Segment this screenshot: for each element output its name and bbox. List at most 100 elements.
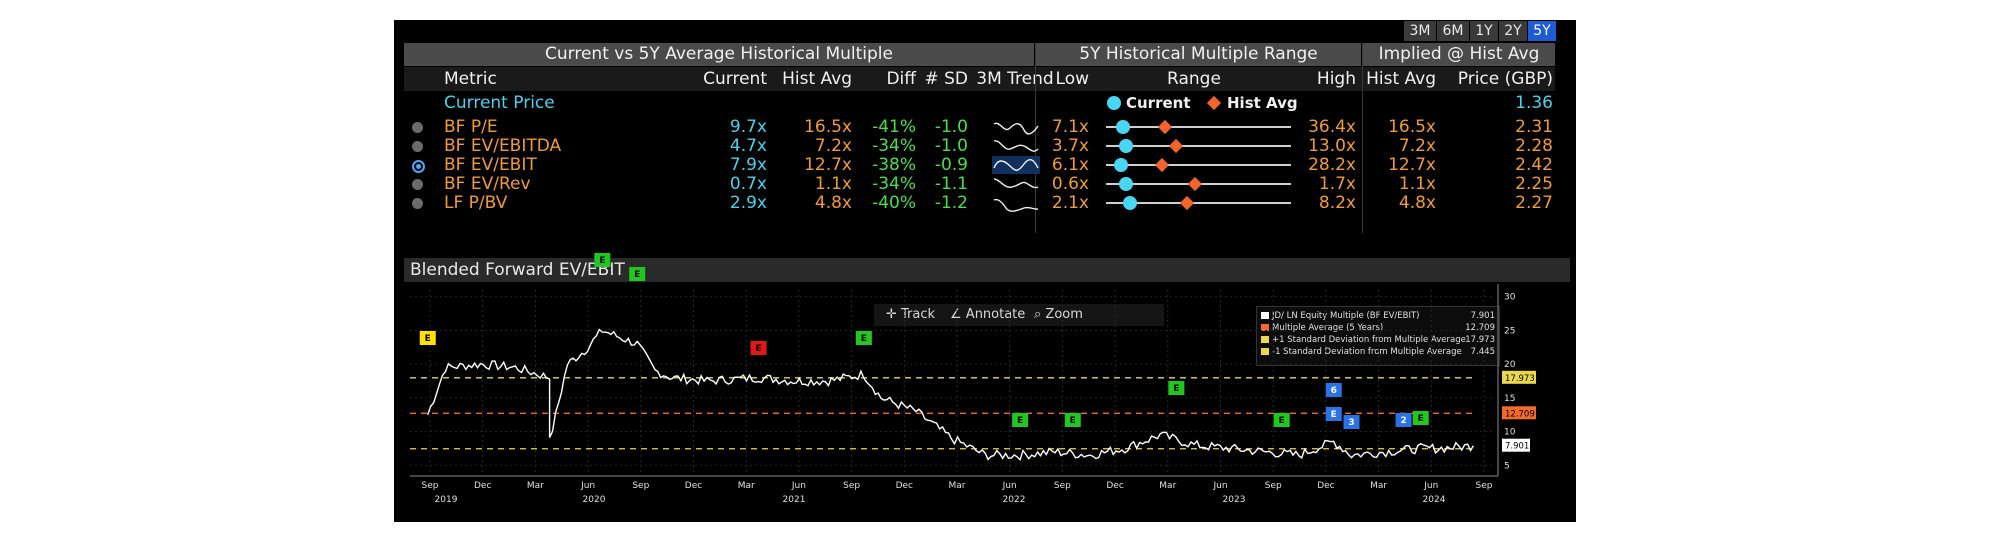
legend-label: JD/ LN Equity Multiple (BF EV/EBIT) <box>1272 311 1420 321</box>
row-select-radio[interactable] <box>412 122 423 133</box>
current-marker <box>1119 177 1134 191</box>
separator <box>1362 43 1363 233</box>
sd-value: -1.0 <box>934 136 968 156</box>
range-button-5y[interactable]: 5Y <box>1528 21 1556 41</box>
implied-hist-avg: 16.5x <box>1388 117 1436 137</box>
legend-item: -1 Standard Deviation from Multiple Aver… <box>1261 347 1462 357</box>
annotate-tool[interactable]: ∠ Annotate <box>950 306 1025 324</box>
metric-name: LF P/BV <box>444 193 508 213</box>
legend-swatch <box>1261 348 1269 355</box>
range-button-3m[interactable]: 3M <box>1404 21 1436 41</box>
trend-sparkline <box>992 156 1040 174</box>
sd-value: -1.0 <box>934 117 968 137</box>
current-price-value: 1.36 <box>1515 93 1553 113</box>
range-line <box>1106 145 1291 147</box>
legend-label: Multiple Average (5 Years) <box>1272 323 1384 333</box>
track-tool[interactable]: ✛ Track <box>886 306 935 324</box>
range-button-6m[interactable]: 6M <box>1437 21 1469 41</box>
legend-swatch <box>1261 324 1269 331</box>
diff-percent: -38% <box>872 155 916 175</box>
current-multiple: 2.9x <box>729 193 767 213</box>
implied-price: 2.27 <box>1515 193 1553 213</box>
valuation-panel: 3M 6M 1Y 2Y 5Y Current vs 5Y Average His… <box>394 20 1576 522</box>
zoom-tool[interactable]: ⌕ Zoom <box>1034 306 1083 324</box>
current-marker <box>1119 139 1134 153</box>
implied-hist-avg: 7.2x <box>1398 136 1436 156</box>
range-line <box>1106 126 1291 128</box>
hist-avg-multiple: 4.8x <box>814 193 852 213</box>
col-trend: 3M Trend <box>976 69 1054 89</box>
diff-percent: -34% <box>872 136 916 156</box>
diff-percent: -41% <box>872 117 916 137</box>
hist-avg-multiple: 12.7x <box>804 155 852 175</box>
sd-value: -0.9 <box>934 155 968 175</box>
range-button-1y[interactable]: 1Y <box>1470 21 1498 41</box>
chart-title: Blended Forward EV/EBIT <box>404 258 1570 282</box>
col-hist-avg: Hist Avg <box>782 69 852 89</box>
legend-item: +1 Standard Deviation from Multiple Aver… <box>1261 335 1466 345</box>
low-multiple: 3.7x <box>1051 136 1089 156</box>
low-multiple: 7.1x <box>1051 117 1089 137</box>
low-multiple: 2.1x <box>1051 193 1089 213</box>
implied-price: 2.42 <box>1515 155 1553 175</box>
row-select-radio[interactable] <box>412 141 423 152</box>
current-marker <box>1115 120 1130 134</box>
hist-avg-legend-label: Hist Avg <box>1227 94 1298 112</box>
diff-percent: -40% <box>872 193 916 213</box>
crosshair-icon: ✛ <box>886 307 902 322</box>
col-diff: Diff <box>886 69 916 89</box>
current-multiple: 9.7x <box>729 117 767 137</box>
metric-name: BF EV/Rev <box>444 174 531 194</box>
col-metric: Metric <box>444 69 497 89</box>
current-marker <box>1113 158 1128 172</box>
legend-label: +1 Standard Deviation from Multiple Aver… <box>1272 335 1466 345</box>
legend-item: JD/ LN Equity Multiple (BF EV/EBIT) <box>1261 311 1419 321</box>
current-multiple: 7.9x <box>729 155 767 175</box>
current-multiple: 4.7x <box>729 136 767 156</box>
current-legend-label: Current <box>1126 94 1191 112</box>
col-low: Low <box>1055 69 1089 89</box>
implied-price: 2.28 <box>1515 136 1553 156</box>
range-line <box>1106 164 1291 166</box>
row-select-radio[interactable] <box>412 179 423 190</box>
low-multiple: 0.6x <box>1051 174 1089 194</box>
hist-avg-multiple: 1.1x <box>814 174 852 194</box>
metric-name: BF P/E <box>444 117 498 137</box>
high-multiple: 13.0x <box>1308 136 1356 156</box>
chart-legend: JD/ LN Equity Multiple (BF EV/EBIT) 7.901… <box>1256 306 1500 366</box>
separator <box>1035 43 1036 233</box>
col-high: High <box>1316 69 1356 89</box>
hist-avg-marker <box>1180 195 1195 211</box>
header-current-vs-avg: Current vs 5Y Average Historical Multipl… <box>404 43 1034 66</box>
low-multiple: 6.1x <box>1051 155 1089 175</box>
hist-avg-marker <box>1187 176 1202 192</box>
high-multiple: 8.2x <box>1318 193 1356 213</box>
track-label: Track <box>901 307 936 322</box>
hist-avg-marker <box>1154 157 1169 173</box>
sd-value: -1.1 <box>934 174 968 194</box>
hist-avg-marker <box>1169 138 1184 154</box>
annotate-label: Annotate <box>965 307 1026 322</box>
range-button-2y[interactable]: 2Y <box>1499 21 1527 41</box>
legend-swatch <box>1261 336 1269 343</box>
metric-name: BF EV/EBITDA <box>444 136 562 156</box>
trend-sparkline <box>993 140 1039 152</box>
row-select-radio[interactable] <box>412 160 425 173</box>
range-line <box>1106 202 1291 204</box>
legend-value: 7.901 <box>1470 311 1495 321</box>
high-multiple: 36.4x <box>1308 117 1356 137</box>
header-range: 5Y Historical Multiple Range <box>1036 43 1361 66</box>
high-multiple: 28.2x <box>1308 155 1356 175</box>
hist-avg-marker <box>1158 119 1173 135</box>
legend-value: 7.445 <box>1470 347 1495 357</box>
col-current: Current <box>703 69 767 89</box>
col-range: Range <box>1167 69 1221 89</box>
hist-avg-multiple: 16.5x <box>804 117 852 137</box>
diff-percent: -34% <box>872 174 916 194</box>
implied-price: 2.31 <box>1515 117 1553 137</box>
current-legend-marker <box>1107 96 1121 110</box>
row-select-radio[interactable] <box>412 198 423 209</box>
chart-toolbar <box>874 304 1164 326</box>
implied-hist-avg: 4.8x <box>1398 193 1436 213</box>
current-multiple: 0.7x <box>729 174 767 194</box>
